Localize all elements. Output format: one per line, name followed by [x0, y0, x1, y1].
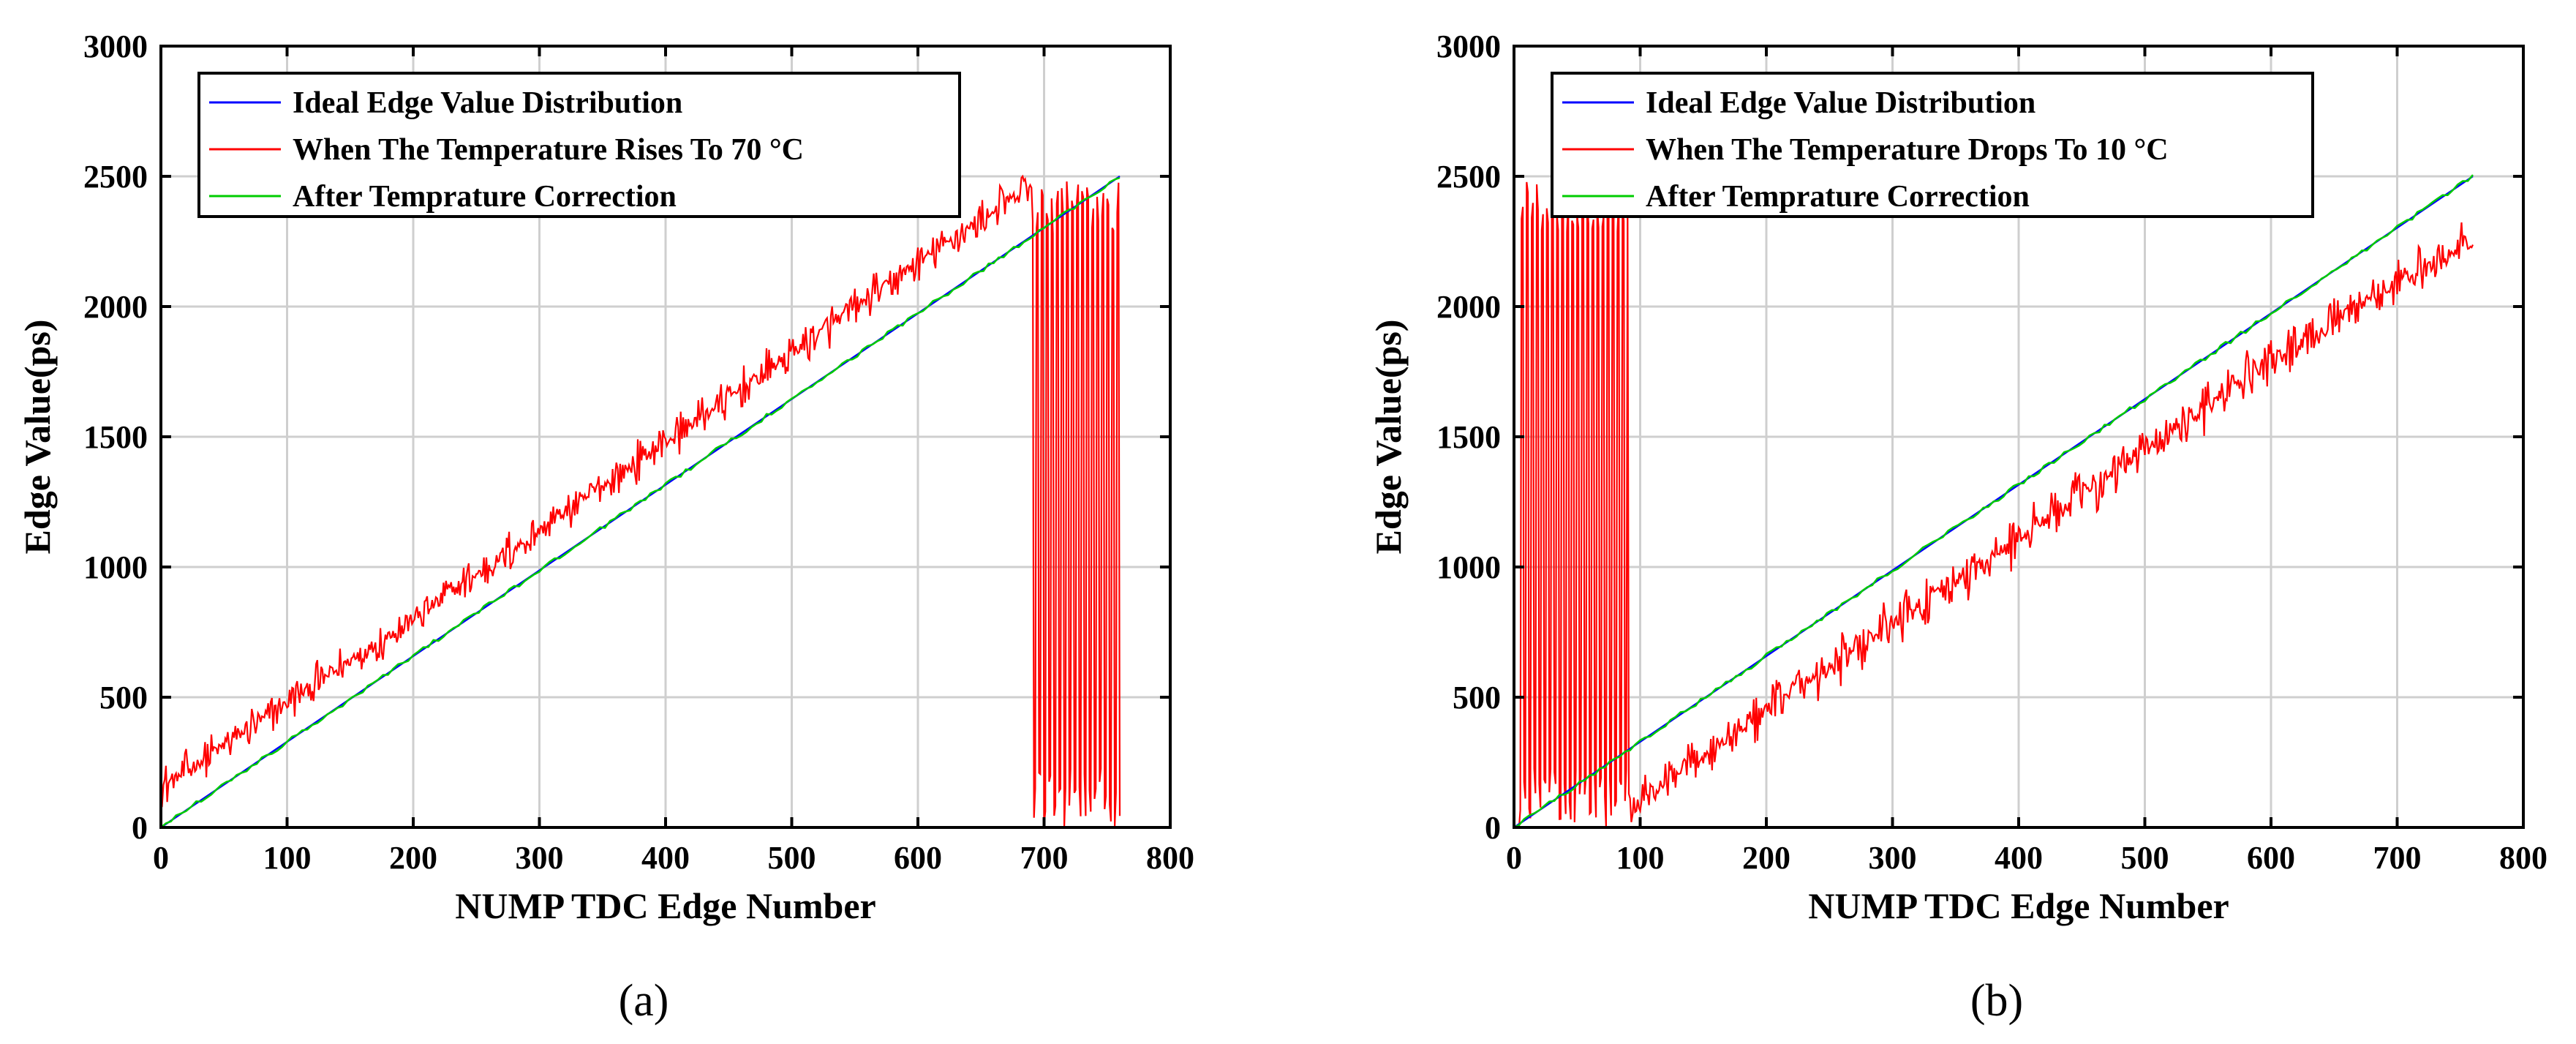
- x-tick-label: 500: [768, 840, 816, 876]
- y-axis-label: Edge Value(ps): [17, 320, 58, 555]
- y-axis-label: Edge Value(ps): [1368, 320, 1409, 555]
- x-tick-label: 0: [1506, 840, 1522, 876]
- y-tick-label: 500: [1453, 680, 1501, 716]
- legend-entry: When The Temperature Drops To 10 °C: [1646, 133, 2169, 167]
- x-tick-label: 800: [2499, 840, 2547, 876]
- x-tick-label: 200: [1742, 840, 1790, 876]
- legend-entry: After Temprature Correction: [1646, 180, 2030, 214]
- x-tick-label: 300: [1869, 840, 1917, 876]
- series-group: [161, 174, 1121, 827]
- legend-entry: Ideal Edge Value Distribution: [1646, 86, 2035, 120]
- panel-a-chart: 0 100 200 300 400 500 600 700 800 0 500 1000 1500 200…: [17, 29, 1194, 1026]
- x-tick-label: 100: [1616, 840, 1665, 876]
- x-axis-label: NUMP TDC Edge Number: [455, 885, 875, 926]
- y-tick-label: 1000: [1436, 549, 1501, 585]
- y-tick-label: 2500: [83, 159, 148, 195]
- x-tick-label: 600: [894, 840, 942, 876]
- x-tick-label: 200: [389, 840, 437, 876]
- legend-entry: After Temprature Correction: [293, 180, 677, 214]
- y-tick-label: 2500: [1436, 159, 1501, 195]
- legend-entry: When The Temperature Rises To 70 °C: [293, 133, 804, 167]
- y-tick-label: 3000: [83, 29, 148, 64]
- y-tick-label: 2000: [83, 289, 148, 325]
- y-tick-label: 1500: [83, 419, 148, 455]
- series-corrected-line: [1514, 174, 2474, 827]
- x-tick-label: 400: [641, 840, 690, 876]
- y-tick-label: 2000: [1436, 289, 1501, 325]
- legend-entry: Ideal Edge Value Distribution: [293, 86, 682, 120]
- x-tick-label: 700: [1020, 840, 1069, 876]
- x-tick-label: 700: [2373, 840, 2422, 876]
- x-axis-label: NUMP TDC Edge Number: [1808, 885, 2229, 926]
- x-tick-label: 300: [516, 840, 564, 876]
- y-tick-label: 1000: [83, 549, 148, 585]
- y-tick-label: 500: [99, 680, 148, 716]
- y-tick-label: 0: [132, 810, 148, 846]
- series-group: [1514, 174, 2474, 827]
- legend-box: [197, 72, 961, 218]
- x-tick-label: 0: [153, 840, 169, 876]
- y-tick-label: 3000: [1436, 29, 1501, 64]
- panel-b-chart: 0 100 200 300 400 500 600 700 800 0 500 1000 1500 200…: [1368, 29, 2547, 1026]
- legend-box: [1551, 72, 2314, 218]
- x-tick-label: 800: [1146, 840, 1194, 876]
- series-measured-line: [161, 174, 1121, 827]
- panel-label: (a): [619, 976, 669, 1026]
- x-tick-label: 600: [2247, 840, 2295, 876]
- x-tick-label: 400: [1995, 840, 2043, 876]
- y-tick-label: 0: [1485, 810, 1501, 846]
- x-tick-label: 100: [263, 840, 312, 876]
- x-tick-label: 500: [2121, 840, 2169, 876]
- y-tick-label: 1500: [1436, 419, 1501, 455]
- series-corrected-line: [161, 176, 1121, 827]
- series-measured-line: [1514, 181, 2474, 827]
- panel-label: (b): [1970, 976, 2023, 1026]
